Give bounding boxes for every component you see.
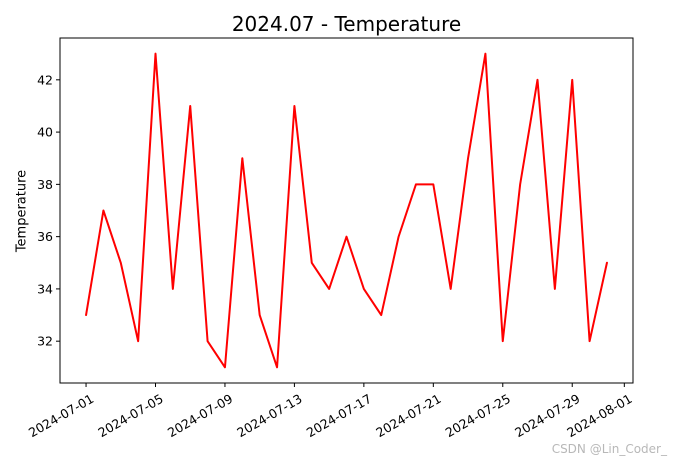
chart-title: 2024.07 - Temperature [231,12,462,36]
watermark: CSDN @Lin_Coder_ [551,442,667,456]
x-tick-label: 2024-07-25 [443,391,513,440]
x-tick-label: 2024-07-09 [165,391,235,440]
y-tick-label: 32 [37,334,53,349]
x-axis: 2024-07-01 2024-07-05 2024-07-09 2024-07-13… [26,383,635,440]
series-layer [85,52,608,369]
x-tick-label: 2024-07-13 [234,391,304,440]
x-tick-label: 2024-07-05 [95,391,165,440]
plot-frame [59,37,634,384]
series-line-0 [85,52,608,369]
x-tick-label: 2024-07-01 [26,391,96,440]
y-tick-label: 34 [37,281,53,296]
y-axis: 32 34 36 38 40 42 [37,72,60,349]
y-tick-label: 38 [37,177,53,192]
x-tick-label: 2024-07-21 [373,391,443,440]
y-tick-label: 42 [37,72,53,87]
x-tick-label: 2024-07-17 [304,391,374,440]
y-tick-label: 40 [37,125,53,140]
y-tick-label: 36 [37,229,53,244]
